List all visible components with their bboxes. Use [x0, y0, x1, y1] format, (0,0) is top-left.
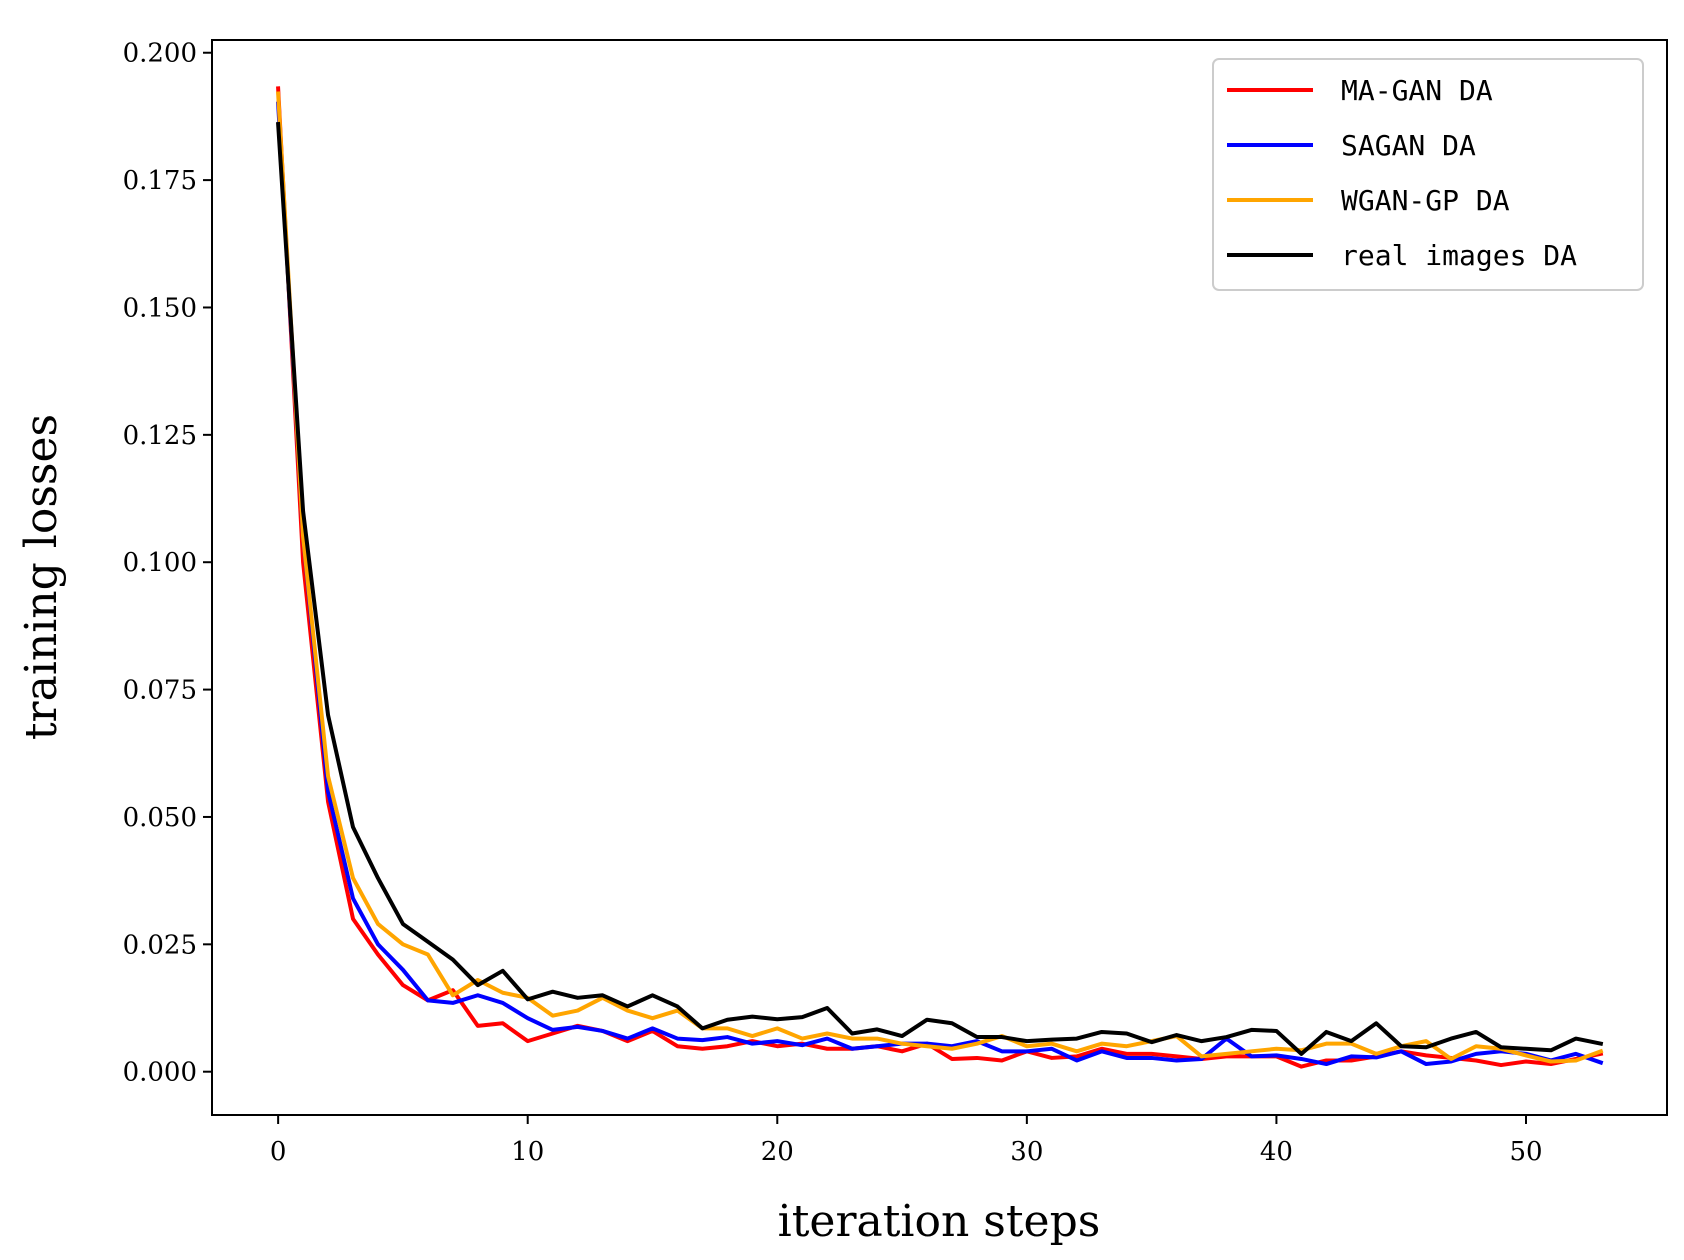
x-tick-label: 20: [761, 1137, 794, 1167]
legend-box: [1212, 58, 1644, 291]
x-axis-title: iteration steps: [778, 1196, 1101, 1247]
y-tick-label: 0.175: [123, 166, 197, 196]
legend-label: MA-GAN DA: [1341, 74, 1493, 107]
y-tick-label: 0.050: [123, 803, 197, 833]
plot-frame: [211, 39, 1668, 1116]
x-tick-label: 50: [1509, 1137, 1542, 1167]
legend-label: WGAN-GP DA: [1341, 184, 1510, 217]
y-tick-label: 0.100: [123, 548, 197, 578]
x-tick-label: 40: [1260, 1137, 1293, 1167]
x-tick-label: 0: [270, 1137, 287, 1167]
y-tick-label: 0.150: [123, 293, 197, 323]
legend-label: real images DA: [1341, 239, 1577, 272]
y-tick-label: 0.025: [123, 930, 197, 960]
x-tick-label: 10: [511, 1137, 544, 1167]
series-line-wgan-gp-da: [276, 91, 1604, 1064]
y-tick-label: 0.125: [123, 421, 197, 451]
y-tick-label: 0.075: [123, 676, 197, 706]
y-axis: 0.000 0.025 0.050 0.075 0.100 0.125 0.150 0.175…: [123, 39, 212, 1088]
series-line-sagan-da: [276, 101, 1604, 1067]
y-axis-title: training losses: [16, 414, 67, 740]
x-tick-label: 30: [1010, 1137, 1043, 1167]
series-layer: [276, 86, 1604, 1069]
series-line-real-images-da: [276, 121, 1604, 1056]
legend: MA-GAN DA SAGAN DA WGAN-GP DA real images D…: [1212, 58, 1644, 291]
x-axis: 0 10 20 30 40 50: [270, 1115, 1543, 1167]
y-tick-label: 0.200: [123, 39, 197, 69]
legend-label: SAGAN DA: [1341, 129, 1476, 162]
y-tick-label: 0.000: [123, 1058, 197, 1088]
